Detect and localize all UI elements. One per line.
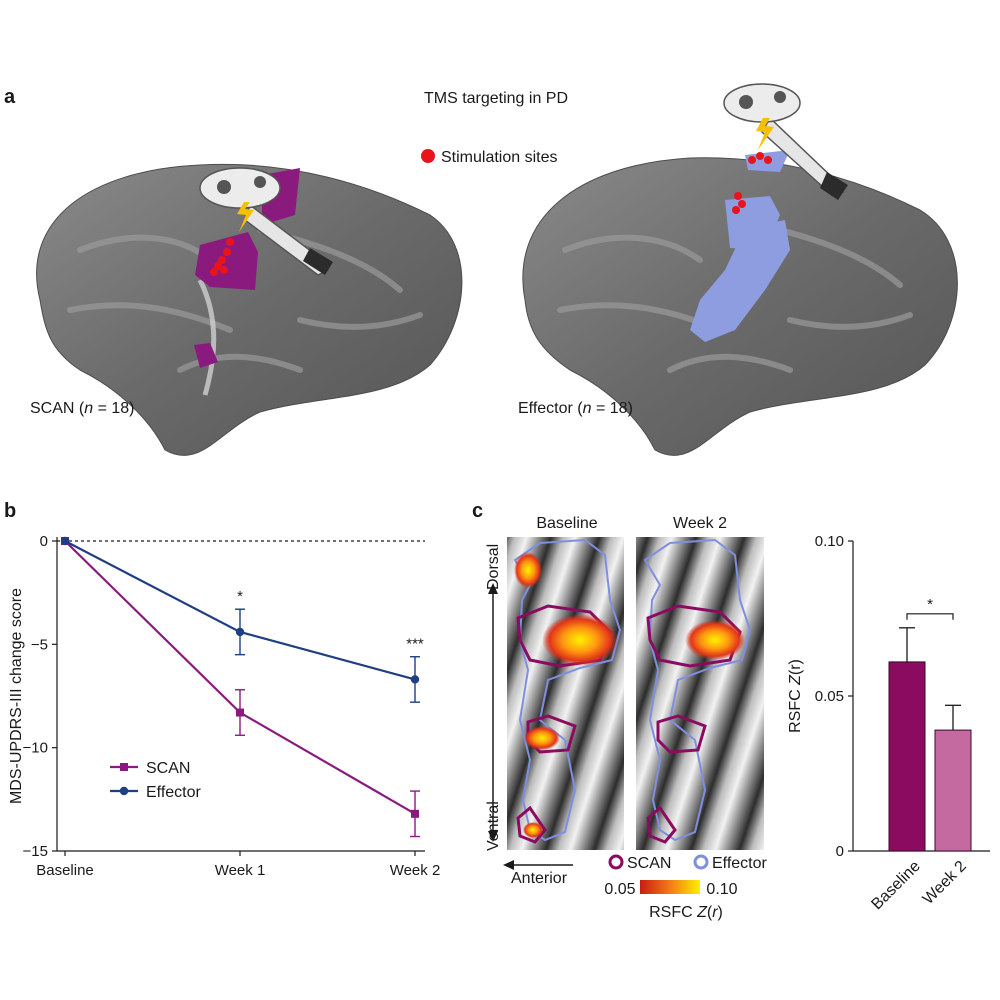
arrowhead-left-icon <box>503 860 514 870</box>
stimulation-sites-scan <box>210 238 234 276</box>
x-tick-label: Baseline <box>36 862 94 879</box>
colorbar <box>640 880 700 894</box>
effector-caption: Effector (n = 18) <box>518 400 633 417</box>
dorsal-label: Dorsal <box>485 544 502 590</box>
legend-label-scan: SCAN <box>146 760 190 777</box>
arrowhead-up-icon <box>488 583 498 594</box>
x-tick-label: Week 2 <box>390 862 441 879</box>
effector-outline-legend: Effector <box>712 855 768 872</box>
panel-a-title: TMS targeting in PD <box>424 90 568 107</box>
colorbar-max: 0.10 <box>706 881 737 898</box>
data-point-square <box>411 809 419 818</box>
y-tick-label: −5 <box>31 636 48 653</box>
stimulation-sites-legend: Stimulation sites <box>441 149 558 166</box>
tms-coil-left <box>199 167 333 276</box>
data-point-circle <box>410 675 420 684</box>
scan-outline-legend-marker <box>608 854 624 870</box>
bar-category-label: Baseline <box>868 858 923 913</box>
bar-y-tick-label: 0.10 <box>815 533 844 550</box>
legend-marker-circle <box>119 786 129 796</box>
y-tick-label: 0 <box>40 533 48 550</box>
bar-y-tick-label: 0.05 <box>815 688 844 705</box>
panel-b-letter: b <box>4 500 16 522</box>
scan-caption: SCAN (n = 18) <box>30 400 135 417</box>
legend-marker-square <box>120 763 128 771</box>
map-title-baseline: Baseline <box>536 515 597 532</box>
tms-coil-right <box>723 83 848 200</box>
arrowhead-down-icon <box>488 831 498 842</box>
y-axis-label: MDS-UPDRS-III change score <box>8 588 25 804</box>
significance-marker: *** <box>406 636 424 653</box>
colorbar-label: RSFC Z(r) <box>649 904 723 921</box>
ventral-label: Ventral <box>485 801 502 851</box>
bar-week-2 <box>934 729 972 852</box>
series-line-scan <box>64 540 416 815</box>
map-title-week2: Week 2 <box>673 515 727 532</box>
scan-region-middle <box>195 232 258 290</box>
bar-category-label: Week 2 <box>920 858 970 908</box>
stimulation-site-legend-marker <box>421 149 435 163</box>
bar-significance-marker: * <box>927 596 933 613</box>
significance-marker: * <box>237 588 243 605</box>
significance-bracket <box>906 613 954 620</box>
data-point-circle <box>235 627 245 637</box>
scan-region-ventral <box>194 343 218 368</box>
brain-scan-left <box>36 163 463 456</box>
legend-label-effector: Effector <box>146 784 202 801</box>
bar-y-tick-label: 0 <box>836 843 844 860</box>
data-point-circle <box>60 536 70 546</box>
data-point-square <box>236 708 244 717</box>
stimulation-sites-effector <box>732 152 772 214</box>
bar-baseline <box>888 661 926 852</box>
panel-a-letter: a <box>4 86 16 108</box>
bar-y-axis-label: RSFC Z(r) <box>787 659 804 733</box>
line-chart: 0 −5 −10 −15 Baseline Week 1 Week 2 MDS-UPDRS-I… <box>8 533 440 879</box>
rsfc-map-week2 <box>636 537 764 850</box>
scan-outline-legend: SCAN <box>627 855 671 872</box>
effector-region-ventral <box>690 220 790 342</box>
y-tick-label: −10 <box>23 740 48 757</box>
rsfc-map-baseline <box>507 537 624 850</box>
anterior-label: Anterior <box>511 870 568 887</box>
brain-effector-right <box>522 83 958 456</box>
x-tick-label: Week 1 <box>215 862 266 879</box>
panel-c-letter: c <box>472 500 483 522</box>
y-tick-label: −15 <box>23 843 48 860</box>
effector-outline-legend-marker <box>693 854 709 870</box>
colorbar-min: 0.05 <box>604 881 635 898</box>
